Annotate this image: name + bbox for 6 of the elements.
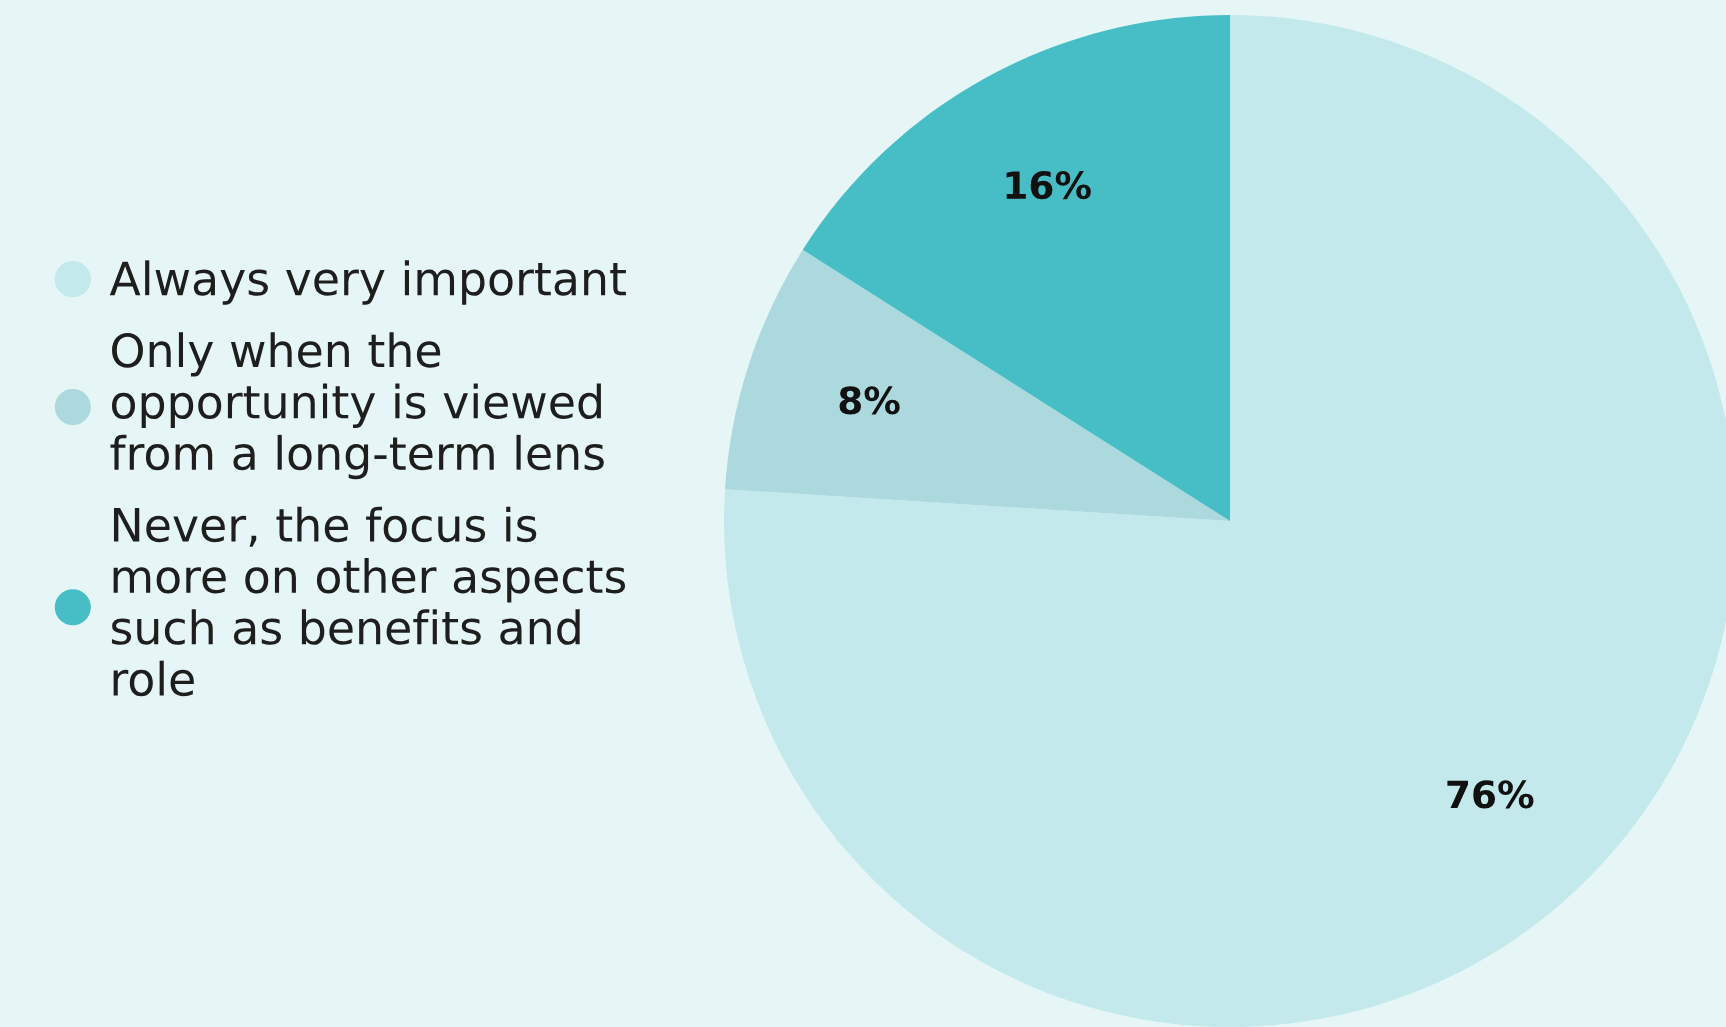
legend-label: Only when the opportunity is viewed from a long-term lens [110,332,604,480]
legend-label: Never, the focus is more on other aspects such as benefits and role [111,506,626,697]
data-label: 76% [1447,780,1534,809]
legend-label: Always very important [109,260,626,305]
data-label: 16% [1006,170,1091,200]
data-label: 8% [839,386,900,415]
